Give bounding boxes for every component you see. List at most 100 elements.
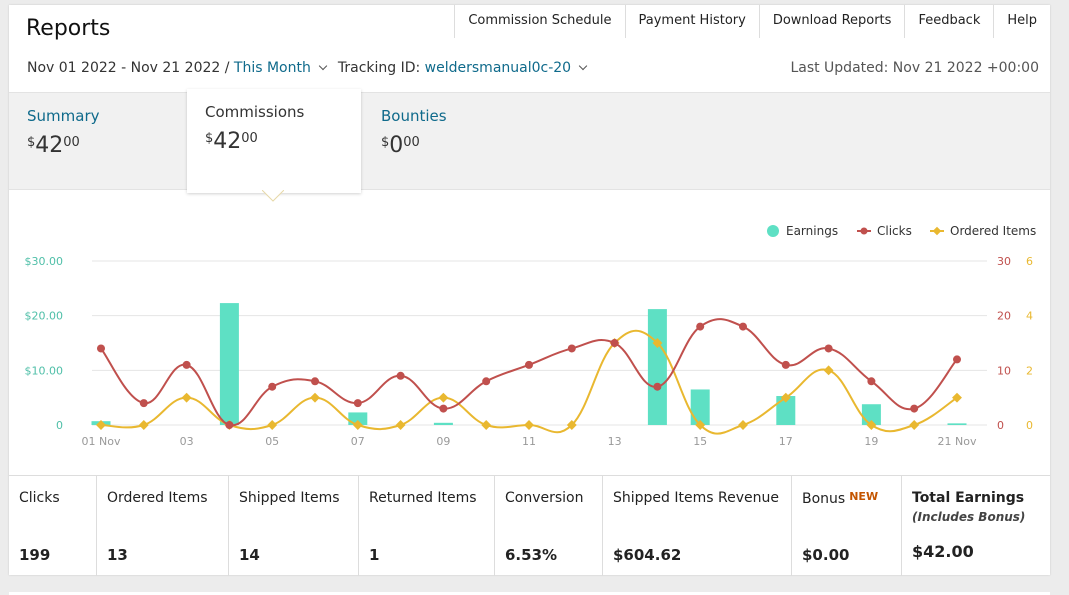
clicks-point — [396, 371, 405, 380]
x-axis-tick: 01 Nov — [82, 435, 121, 448]
tab-bounties[interactable]: Bounties $000 — [363, 93, 533, 191]
tab-commissions-label: Commissions — [205, 103, 305, 121]
legend-ordered-label: Ordered Items — [950, 224, 1036, 238]
ordered-items-point — [481, 420, 492, 430]
chevron-down-icon[interactable] — [318, 61, 328, 71]
clicks-point — [525, 360, 533, 369]
x-axis-tick: 03 — [180, 435, 194, 448]
ordered-items-point — [181, 392, 192, 403]
ordered-items-point — [952, 392, 962, 403]
ordered-items-point — [438, 392, 449, 403]
stats-bar: Clicks 199 Ordered Items 13 Shipped Item… — [9, 475, 1050, 576]
tracking-id-dropdown[interactable]: weldersmanual0c-20 — [424, 60, 572, 76]
ordered-items-point — [310, 392, 320, 403]
date-range: Nov 01 2022 - Nov 21 2022 / — [27, 60, 230, 76]
clicks-point — [268, 382, 277, 391]
commissions-amount: $4200 — [205, 129, 258, 154]
x-axis-tick: 17 — [779, 435, 793, 448]
ordered-items-point — [823, 365, 834, 376]
bounties-amount: $000 — [381, 133, 420, 158]
summary-amount: $4200 — [27, 133, 80, 158]
clicks-point — [139, 399, 148, 408]
download-reports-button[interactable]: Download Reports — [759, 5, 906, 38]
x-axis-tick: 07 — [351, 435, 365, 448]
x-axis-tick: 21 Nov — [938, 435, 977, 448]
top-nav: Commission Schedule Payment History Down… — [454, 5, 1050, 38]
last-updated: Last Updated: Nov 21 2022 +00:00 — [790, 60, 1039, 76]
earnings-chart: 0 $10.00 $20.00 $30.00 0 10 20 30 0 2 4 6 01 Nov 03 05… — [25, 224, 1037, 448]
ordered-items-point — [866, 420, 877, 430]
legend-clicks-label: Clicks — [877, 224, 912, 238]
tab-bounties-label: Bounties — [381, 107, 447, 125]
x-axis-tick: 13 — [608, 435, 622, 448]
y-axis-right-ordered-tick: 6 — [1026, 255, 1033, 268]
reports-card: Reports Commission Schedule Payment Hist… — [9, 5, 1050, 576]
earnings-bar — [947, 423, 967, 425]
y-axis-left-tick: 0 — [56, 419, 63, 432]
stat-shipped-items: Shipped Items 14 — [229, 476, 359, 576]
clicks-point — [739, 322, 747, 331]
stat-conversion: Conversion 6.53% — [495, 476, 603, 576]
stat-returned-items: Returned Items 1 — [359, 476, 495, 576]
x-axis-tick: 19 — [864, 435, 878, 448]
y-axis-right-clicks-tick: 10 — [997, 364, 1011, 377]
earnings-bar — [433, 422, 453, 425]
earnings-bar — [776, 396, 796, 425]
clicks-point — [953, 355, 961, 364]
clicks-point — [353, 399, 362, 408]
earnings-bar — [647, 309, 667, 425]
earnings-bar — [219, 303, 239, 425]
y-axis-left-tick: $10.00 — [25, 364, 64, 377]
page-title: Reports — [26, 16, 111, 41]
legend-earnings-label: Earnings — [786, 224, 838, 238]
commission-schedule-button[interactable]: Commission Schedule — [455, 5, 626, 38]
ordered-items-line — [100, 329, 958, 435]
period-dropdown[interactable]: This Month — [233, 60, 311, 76]
stat-shipped-revenue: Shipped Items Revenue $604.62 — [603, 476, 792, 576]
filter-row: Nov 01 2022 - Nov 21 2022 / This Month Tr… — [27, 60, 598, 76]
new-badge: NEW — [849, 490, 879, 503]
stat-bonus: Bonus NEW $0.00 — [792, 476, 902, 576]
tab-commissions[interactable]: Commissions $4200 — [187, 89, 361, 193]
clicks-point — [910, 404, 919, 413]
ordered-items-point — [738, 420, 748, 430]
tab-summary[interactable]: Summary $4200 — [9, 93, 187, 191]
tab-summary-label: Summary — [27, 107, 100, 125]
ordered-items-point — [524, 420, 534, 430]
y-axis-right-clicks-tick: 0 — [997, 419, 1004, 432]
clicks-point — [439, 404, 448, 413]
legend-ordered-swatch — [932, 226, 942, 236]
stat-total-earnings: Total Earnings (Includes Bonus) $42.00 — [912, 490, 1026, 561]
clicks-point — [567, 344, 576, 353]
ordered-items-point — [780, 392, 791, 403]
clicks-point — [824, 344, 833, 353]
ordered-items-point — [267, 420, 278, 430]
next-card-edge — [9, 592, 1050, 595]
y-axis-left-tick: $30.00 — [25, 255, 64, 268]
chevron-down-icon[interactable] — [578, 61, 588, 71]
clicks-point — [781, 360, 790, 369]
help-button[interactable]: Help — [994, 5, 1050, 38]
legend-clicks-swatch — [860, 227, 868, 235]
x-axis-tick: 15 — [693, 435, 707, 448]
summary-tabs: Summary $4200 Commissions $4200 Bounties… — [9, 89, 1050, 193]
clicks-point — [311, 377, 319, 386]
y-axis-right-clicks-tick: 30 — [997, 255, 1011, 268]
y-axis-left-tick: $20.00 — [25, 310, 64, 323]
y-axis-right-ordered-tick: 2 — [1026, 364, 1033, 377]
ordered-items-point — [138, 420, 149, 430]
stat-clicks: Clicks 199 — [9, 476, 97, 576]
tab-pointer-icon — [262, 190, 284, 202]
ordered-items-point — [395, 420, 406, 430]
y-axis-right-ordered-tick: 0 — [1026, 419, 1033, 432]
payment-history-button[interactable]: Payment History — [625, 5, 760, 38]
ordered-items-point — [695, 420, 706, 430]
x-axis-tick: 11 — [522, 435, 536, 448]
clicks-point — [225, 421, 234, 429]
ordered-items-point — [566, 420, 577, 430]
clicks-point — [610, 339, 619, 347]
ordered-items-point — [909, 420, 920, 430]
clicks-point — [182, 360, 191, 369]
clicks-point — [97, 344, 105, 353]
feedback-button[interactable]: Feedback — [905, 5, 995, 38]
